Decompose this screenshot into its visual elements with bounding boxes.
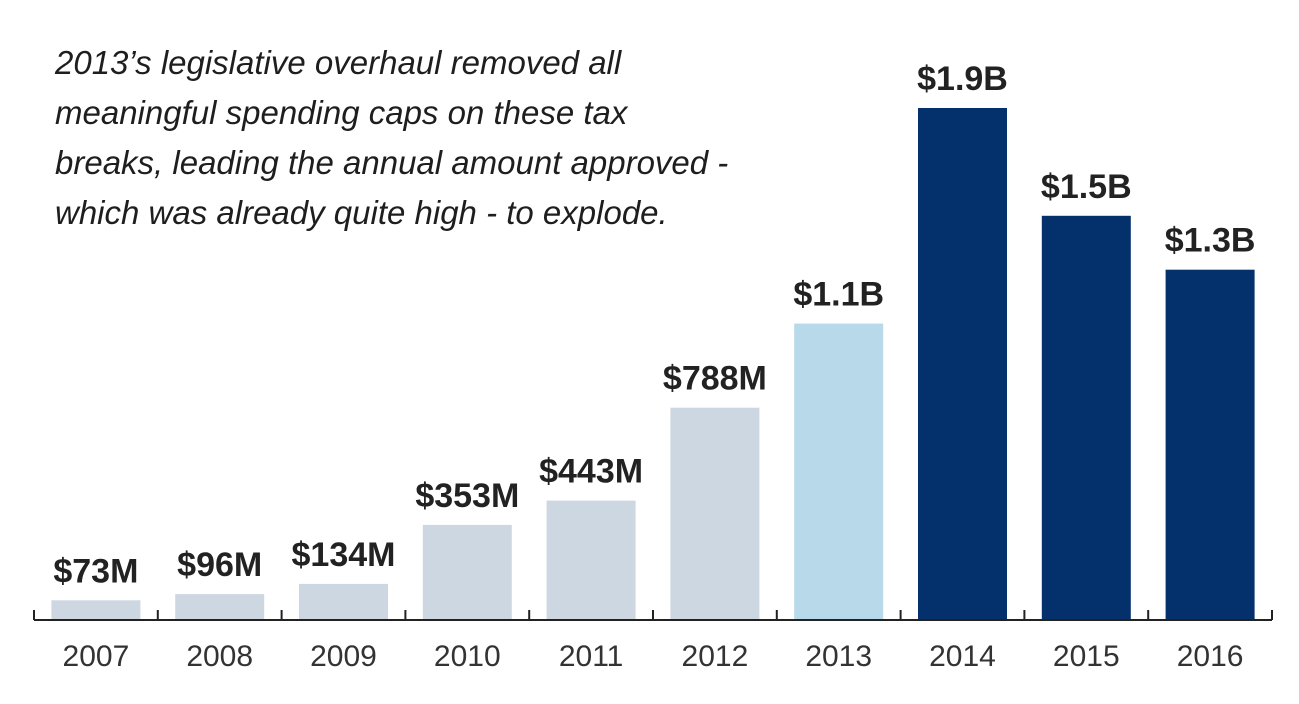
data-label-2016: $1.3B (1165, 222, 1256, 260)
x-tick-label-2007: 2007 (63, 640, 130, 673)
data-label-2009: $134M (292, 536, 396, 574)
chart-annotation: 2013’s legislative overhaul removed all … (55, 38, 885, 238)
bar-2008 (175, 594, 265, 620)
bar-2016 (1165, 269, 1255, 620)
annotation-line: which was already quite high - to explod… (55, 194, 668, 231)
data-label-2011: $443M (539, 453, 643, 491)
x-tick-label-2009: 2009 (310, 640, 377, 673)
data-label-2010: $353M (415, 477, 519, 515)
data-label-2008: $96M (177, 546, 262, 584)
x-tick-label-2008: 2008 (186, 640, 253, 673)
bar-2010 (422, 524, 512, 620)
bar-2015 (1041, 215, 1131, 621)
x-tick-label-2015: 2015 (1053, 640, 1120, 673)
data-label-2013: $1.1B (793, 276, 884, 314)
x-tick-label-2016: 2016 (1177, 640, 1244, 673)
data-label-2015: $1.5B (1041, 168, 1132, 206)
data-label-2007: $73M (53, 552, 138, 590)
data-label-2014: $1.9B (917, 60, 1008, 98)
bar-2012 (670, 407, 760, 620)
annotation-line: breaks, leading the annual amount approv… (55, 144, 729, 181)
x-tick-label-2013: 2013 (805, 640, 872, 673)
bar-2014 (918, 108, 1007, 620)
annotation-line: meaningful spending caps on these tax (55, 94, 628, 131)
bar-2013 (794, 323, 884, 620)
bar-2007 (51, 600, 141, 620)
annotation-line: 2013’s legislative overhaul removed all (55, 44, 622, 81)
x-tick-label-2012: 2012 (682, 640, 749, 673)
data-label-2012: $788M (663, 360, 767, 398)
x-tick-label-2010: 2010 (434, 640, 501, 673)
x-tick-label-2014: 2014 (929, 640, 996, 673)
x-tick-label-2011: 2011 (559, 640, 624, 673)
bar-2011 (546, 500, 636, 620)
bar-2009 (299, 583, 388, 620)
